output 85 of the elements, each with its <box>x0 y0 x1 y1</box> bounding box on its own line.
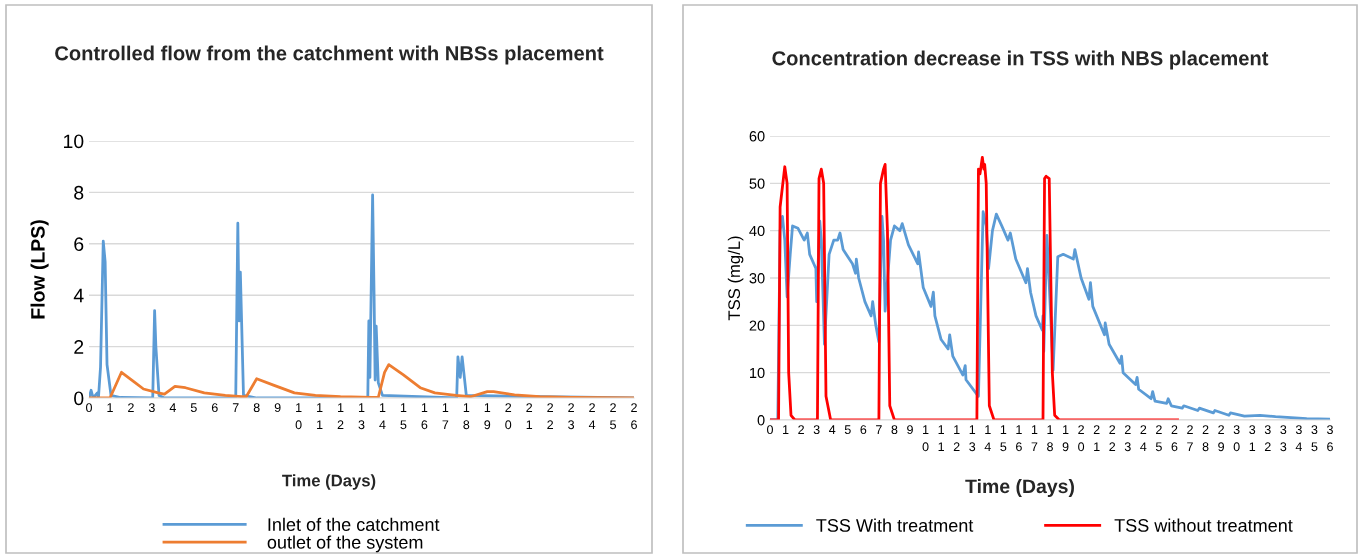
x-tick-label: 6 <box>211 403 218 413</box>
x-tick-label: 1 <box>107 403 113 412</box>
x-tick-label: 2 1 <box>526 403 533 430</box>
x-tick-label: 3 4 <box>1295 425 1302 452</box>
y-axis-title: TSS (mg/L) <box>727 236 744 321</box>
chart-title: Controlled flow from the catchment with NBSs placement <box>55 45 604 65</box>
x-tick-label: 1 <box>783 425 789 434</box>
x-tick-label: 8 <box>253 403 260 413</box>
x-tick-label: 1 5 <box>1000 425 1007 452</box>
x-tick-label: 5 <box>190 403 197 413</box>
x-tick-label: 2 4 <box>1140 425 1147 452</box>
x-tick-label: 1 2 <box>953 425 960 452</box>
y-tick-label: 2 <box>74 340 84 354</box>
x-tick-label: 1 3 <box>358 403 365 430</box>
x-tick-label: 2 0 <box>1078 425 1085 452</box>
legend-label: outlet of the system <box>267 535 423 553</box>
x-tick-label: 1 7 <box>442 403 449 430</box>
x-axis-title: Time (Days) <box>965 478 1074 498</box>
x-tick-label: 2 9 <box>1218 425 1224 452</box>
x-tick-label: 2 2 <box>547 403 553 430</box>
y-tick-label: 40 <box>749 225 765 237</box>
x-tick-label: 4 <box>169 403 176 412</box>
x-tick-label: 8 <box>891 425 898 435</box>
y-axis-title: Flow (LPS) <box>30 220 49 319</box>
x-tick-label: 0 <box>767 425 773 435</box>
x-tick-label: 3 <box>148 403 155 413</box>
x-tick-label: 7 <box>232 403 239 412</box>
x-tick-label: 9 <box>274 403 281 413</box>
x-tick-label: 1 8 <box>1047 425 1053 452</box>
y-tick-label: 10 <box>64 134 84 149</box>
x-tick-label: 1 4 <box>984 425 991 452</box>
x-tick-label: 2 4 <box>588 403 596 430</box>
x-tick-label: 7 <box>876 425 882 434</box>
x-tick-label: 2 6 <box>1171 425 1178 452</box>
x-tick-label: 1 6 <box>421 403 428 430</box>
y-tick-label: 20 <box>749 320 765 331</box>
y-tick-label: 10 <box>750 367 765 379</box>
x-axis-title: Time (Days) <box>282 474 376 490</box>
x-tick-label: 2 0 <box>505 403 512 430</box>
x-tick-label: 1 1 <box>938 425 944 452</box>
y-tick-label: 6 <box>74 237 84 252</box>
x-tick-label: 2 8 <box>1202 425 1209 452</box>
x-tick-label: 2 3 <box>1124 425 1131 452</box>
x-tick-label: 9 <box>907 425 913 435</box>
x-tick-label: 1 9 <box>484 403 491 430</box>
x-tick-label: 2 6 <box>631 403 637 430</box>
x-tick-label: 5 <box>844 425 851 435</box>
x-tick-label: 1 9 <box>1062 425 1069 452</box>
legend-label: TSS With treatment <box>816 518 974 532</box>
x-tick-label: 2 5 <box>1155 425 1162 452</box>
y-tick-label: 60 <box>749 131 765 142</box>
x-tick-label: 2 1 <box>1093 425 1100 452</box>
x-tick-label: 1 6 <box>1016 425 1022 452</box>
x-tick-label: 3 3 <box>1280 425 1287 452</box>
x-tick-label: 4 <box>829 425 836 434</box>
x-tick-label: 1 8 <box>463 403 470 430</box>
x-tick-label: 1 2 <box>337 403 344 430</box>
x-tick-label: 2 <box>128 403 134 412</box>
x-tick-label: 3 6 <box>1327 425 1333 452</box>
x-tick-label: 2 7 <box>1187 425 1193 452</box>
y-tick-label: 4 <box>73 288 84 303</box>
x-tick-label: 3 <box>813 425 820 435</box>
y-tick-label: 8 <box>74 185 84 200</box>
x-tick-label: 3 0 <box>1233 425 1240 452</box>
x-tick-label: 0 <box>86 403 92 413</box>
x-tick-label: 1 7 <box>1031 425 1038 452</box>
x-tick-label: 6 <box>860 425 867 435</box>
x-tick-label: 1 1 <box>317 403 323 430</box>
y-tick-label: 30 <box>749 273 765 284</box>
x-tick-label: 2 2 <box>1109 425 1116 452</box>
x-tick-label: 3 1 <box>1249 425 1256 452</box>
x-tick-label: 2 <box>798 425 804 434</box>
x-tick-label: 3 5 <box>1311 425 1318 452</box>
x-tick-label: 1 0 <box>922 425 929 452</box>
y-tick-label: 50 <box>749 178 765 189</box>
x-tick-label: 3 2 <box>1264 425 1271 452</box>
x-tick-label: 1 0 <box>295 403 302 430</box>
x-tick-label: 1 3 <box>969 425 976 452</box>
x-tick-label: 1 4 <box>379 403 386 430</box>
legend-label: TSS without treatment <box>1114 518 1293 532</box>
x-tick-label: 2 5 <box>610 403 616 430</box>
chart-title: Concentration decrease in TSS with NBS placement <box>772 50 1269 70</box>
legend-label: Inlet of the catchment <box>268 517 440 531</box>
x-tick-label: 2 3 <box>568 403 575 430</box>
x-tick-label: 1 5 <box>400 403 407 430</box>
